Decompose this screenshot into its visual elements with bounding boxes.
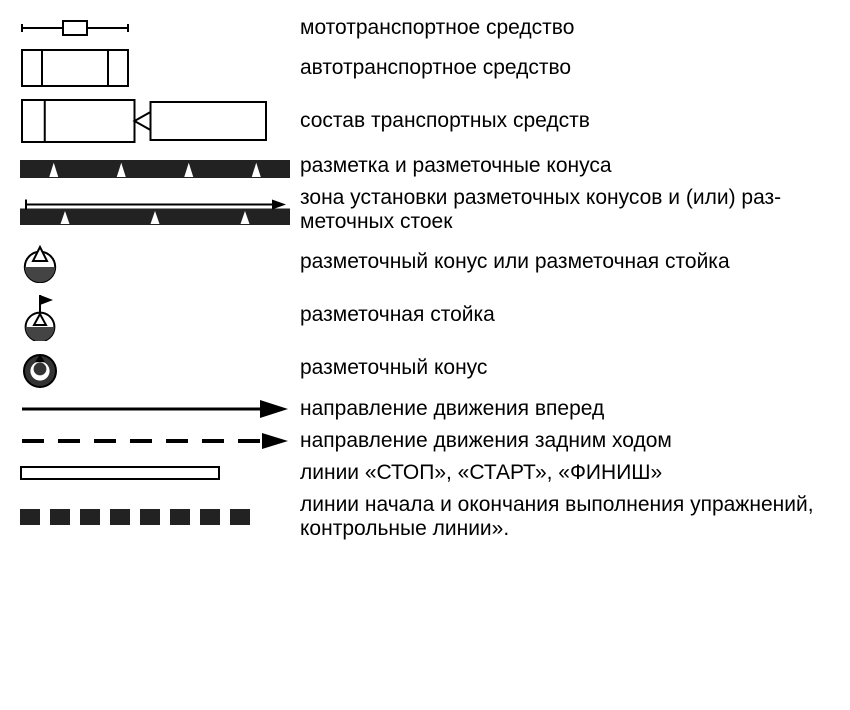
legend-row: разметочный конус или разметочная стойка [16, 239, 834, 287]
legend-row: мототранспортное средство [16, 12, 834, 44]
line_dashed-symbol [16, 489, 296, 545]
combo-label: состав транспортных средств [296, 92, 834, 150]
cone_or_post-label: разметочный конус или разметочная стойка [296, 239, 834, 287]
markcones-label: разметка и разметочные конуса [296, 150, 834, 182]
legend-row: автотранспортное средство [16, 44, 834, 92]
combo-symbol [16, 92, 296, 150]
moto-label: мототранспортное средство [296, 12, 834, 44]
zone-symbol [16, 182, 296, 238]
legend-row: разметочная стойка [16, 287, 834, 345]
zone-label: зона установки разметочных конусов и (ил… [296, 182, 834, 238]
legend-row: разметочный конус [16, 345, 834, 393]
reverse-symbol [16, 425, 296, 457]
auto-symbol [16, 44, 296, 92]
moto-symbol [16, 12, 296, 44]
legend-row: разметка и разметочные конуса [16, 150, 834, 182]
post-symbol [16, 287, 296, 345]
line_full-symbol [16, 457, 296, 489]
line_dashed-label: линии начала и окончания выполнения упра… [296, 489, 834, 545]
cone_or_post-symbol [16, 239, 296, 287]
legend-row: зона установки разметочных конусов и (ил… [16, 182, 834, 238]
reverse-label: направление движения задним ходом [296, 425, 834, 457]
legend-table: мототранспортное средство автотранспортн… [16, 12, 834, 545]
cone-label: разметочный конус [296, 345, 834, 393]
legend-row: линии начала и окончания выполнения упра… [16, 489, 834, 545]
legend-row: состав транспортных средств [16, 92, 834, 150]
legend-row: направление движения задним ходом [16, 425, 834, 457]
forward-symbol [16, 393, 296, 425]
cone-symbol [16, 345, 296, 393]
post-label: разметочная стойка [296, 287, 834, 345]
markcones-symbol [16, 150, 296, 182]
line_full-label: линии «СТОП», «СТАРТ», «ФИНИШ» [296, 457, 834, 489]
legend-row: направление движения вперед [16, 393, 834, 425]
auto-label: автотранспортное средство [296, 44, 834, 92]
forward-label: направление движения вперед [296, 393, 834, 425]
legend-row: линии «СТОП», «СТАРТ», «ФИНИШ» [16, 457, 834, 489]
